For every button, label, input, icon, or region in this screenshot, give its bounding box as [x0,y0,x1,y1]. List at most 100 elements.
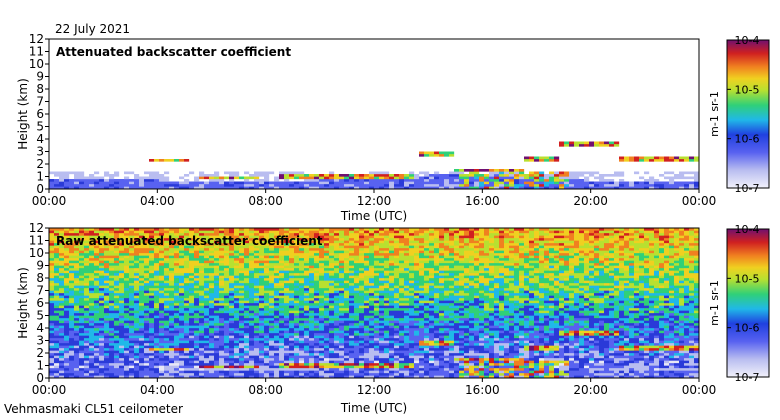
heatmap-cell [49,363,55,366]
heatmap-cell [284,176,290,180]
heatmap-cell [139,368,145,371]
heatmap-cell [214,238,220,241]
heatmap-cell [539,171,545,175]
heatmap-cell [64,179,70,182]
heatmap-cell [234,240,240,244]
x-tick-label: 00:00 [32,194,67,208]
heatmap-cell [179,358,185,361]
heatmap-cell [59,323,65,326]
heatmap-cell [274,253,280,256]
heatmap-cell [329,325,335,329]
heatmap-cell [344,365,350,369]
heatmap-cell [114,365,120,369]
heatmap-cell [184,358,190,361]
heatmap-cell [129,330,135,334]
heatmap-cell [244,288,250,291]
heatmap-cell [229,348,235,351]
heatmap-cell [289,298,295,301]
heatmap-cell [94,368,100,371]
heatmap-cell [229,333,235,336]
heatmap-cell [214,280,220,284]
heatmap-cell [59,340,65,344]
heatmap-cell [344,335,350,339]
heatmap-cell [134,375,140,378]
heatmap-cell [159,186,165,189]
heatmap-cell [199,338,205,341]
heatmap-cell [79,181,85,185]
heatmap-cell [374,303,380,306]
heatmap-cell [534,179,540,182]
heatmap-cell [114,363,120,366]
heatmap-cell [329,243,335,246]
heatmap-cell [369,255,375,259]
heatmap-cell [59,248,65,251]
heatmap-cell [174,370,180,374]
heatmap-cell [249,228,255,231]
heatmap-cell [259,268,265,271]
heatmap-cell [94,318,100,321]
heatmap-cell [219,275,225,279]
heatmap-cell [104,335,110,339]
heatmap-cell [369,328,375,331]
heatmap-cell [284,290,290,294]
heatmap-cell [199,171,205,175]
heatmap-cell [114,303,120,306]
heatmap-cell [54,375,60,378]
heatmap-cell [74,273,80,276]
heatmap-cell [189,295,195,299]
heatmap-cell [374,245,380,249]
heatmap-cell [329,310,335,314]
heatmap-cell [359,245,365,249]
heatmap-cell [79,313,85,316]
heatmap-cell [184,298,190,301]
heatmap-cell [269,373,275,376]
heatmap-cell [139,186,145,189]
heatmap-cell [259,238,265,241]
heatmap-cell [314,278,320,281]
heatmap-cell [384,255,390,259]
heatmap-cell [149,343,155,346]
heatmap-cell [364,290,370,294]
heatmap-cell [374,355,380,359]
heatmap-cell [199,293,205,296]
heatmap-cell [74,303,80,306]
heatmap-cell [79,240,85,244]
heatmap-cell [104,278,110,281]
heatmap-cell [364,298,370,301]
heatmap-cell [439,184,445,187]
heatmap-cell [539,184,545,187]
heatmap-cell [359,268,365,271]
heatmap-cell [79,345,85,349]
heatmap-cell [209,348,215,351]
heatmap-cell [209,288,215,291]
heatmap-cell [194,230,200,234]
heatmap-cell [594,171,600,175]
heatmap-cell [369,245,375,249]
heatmap-cell [49,355,55,359]
heatmap-cell [339,338,345,341]
heatmap-cell [49,303,55,306]
heatmap-cell [679,176,685,180]
heatmap-cell [59,310,65,314]
heatmap-cell [129,375,135,378]
heatmap-cell [319,328,325,331]
heatmap-cell [539,176,545,180]
heatmap-cell [459,186,465,189]
heatmap-cell [214,368,220,371]
heatmap-cell [64,295,70,299]
heatmap-cell [69,333,75,336]
heatmap-cell [244,320,250,324]
heatmap-cell [379,265,385,269]
heatmap-cell [219,245,225,249]
heatmap-cell [94,171,100,175]
heatmap-cell [359,280,365,284]
heatmap-cell [79,243,85,246]
heatmap-cell [284,358,290,361]
heatmap-cell [79,174,85,177]
heatmap-cell [234,368,240,371]
heatmap-cell [329,375,335,378]
heatmap-cell [279,350,285,354]
heatmap-cell [259,305,265,309]
heatmap-cell [179,368,185,371]
heatmap-cell [259,300,265,304]
